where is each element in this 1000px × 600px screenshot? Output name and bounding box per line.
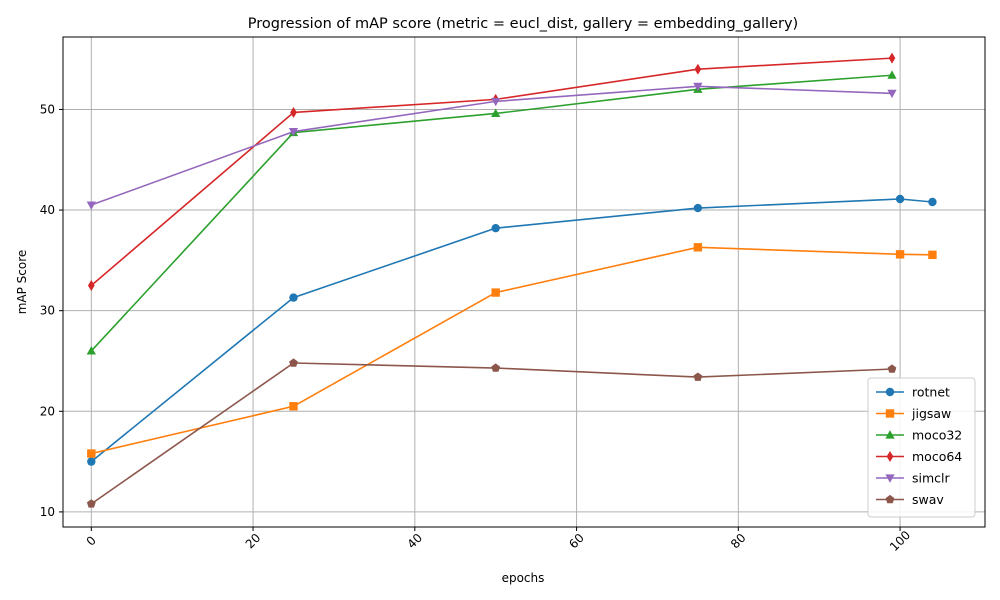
- y-axis-label: mAP Score: [15, 250, 29, 315]
- series-group: [86, 52, 937, 508]
- legend-label: jigsaw: [911, 406, 951, 421]
- y-tick-label: 20: [40, 404, 55, 418]
- data-point-rotnet: [693, 203, 703, 213]
- legend-label: swav: [912, 492, 944, 507]
- data-point-swav: [491, 363, 501, 372]
- data-point-jigsaw: [491, 288, 500, 297]
- data-point-simclr: [86, 201, 96, 210]
- data-point-moco64: [87, 280, 95, 291]
- series-jigsaw: [87, 243, 937, 458]
- legend-label: moco32: [912, 428, 962, 443]
- data-point-moco64: [888, 52, 896, 64]
- plot-frame: [62, 36, 986, 528]
- data-point-rotnet: [491, 223, 500, 233]
- legend-item-rotnet: rotnet: [876, 385, 950, 400]
- legend-item-moco64: moco64: [876, 449, 962, 464]
- series-swav: [86, 358, 897, 508]
- y-tick-label: 10: [40, 505, 55, 519]
- series-line-jigsaw: [91, 246, 933, 455]
- legend-item-moco32: moco32: [876, 428, 962, 443]
- legend-label: rotnet: [912, 385, 950, 400]
- x-axis-label: epochs: [502, 571, 545, 585]
- y-tick-label: 40: [40, 203, 55, 217]
- y-tick-label: 30: [40, 304, 55, 318]
- series-moco32: [86, 70, 897, 355]
- data-point-swav: [887, 364, 897, 373]
- series-simclr: [86, 82, 897, 210]
- data-point-jigsaw: [693, 243, 703, 252]
- data-point-jigsaw: [928, 250, 937, 260]
- y-tick-label: 50: [40, 102, 55, 116]
- data-point-swav: [86, 499, 96, 508]
- legend-marker: [885, 494, 895, 504]
- legend-label: simclr: [912, 471, 951, 486]
- legend-label: moco64: [912, 449, 962, 464]
- data-point-moco64: [694, 63, 702, 75]
- legend-marker: [886, 451, 894, 462]
- data-point-rotnet: [928, 197, 937, 207]
- legend-marker: [885, 430, 895, 439]
- data-point-rotnet: [289, 293, 298, 302]
- data-point-rotnet: [895, 194, 905, 204]
- legend: rotnet jigsaw moco32 moco64 simclr swav: [867, 377, 976, 518]
- data-point-jigsaw: [895, 250, 905, 259]
- chart-title: Progression of mAP score (metric = eucl_…: [248, 16, 798, 32]
- data-point-moco32: [491, 108, 501, 118]
- legend-marker: [885, 474, 895, 483]
- series-rotnet: [87, 194, 937, 466]
- legend-item-swav: swav: [876, 492, 944, 507]
- data-point-simclr: [693, 82, 703, 92]
- data-point-moco32: [86, 346, 96, 355]
- data-point-moco64: [290, 107, 297, 118]
- data-point-simclr: [288, 128, 299, 137]
- legend-marker: [885, 409, 895, 418]
- data-point-swav: [693, 372, 703, 381]
- data-point-simclr: [491, 97, 501, 107]
- data-point-swav: [289, 358, 298, 367]
- grid: [63, 37, 985, 527]
- series-line-rotnet: [90, 198, 933, 463]
- data-point-moco32: [887, 70, 897, 79]
- data-point-rotnet: [87, 457, 96, 466]
- data-point-jigsaw: [289, 402, 298, 411]
- data-point-simclr: [887, 89, 897, 99]
- legend-marker: [885, 387, 895, 397]
- data-point-jigsaw: [87, 449, 96, 458]
- legend-item-simclr: simclr: [876, 471, 951, 486]
- legend-item-jigsaw: jigsaw: [876, 406, 951, 421]
